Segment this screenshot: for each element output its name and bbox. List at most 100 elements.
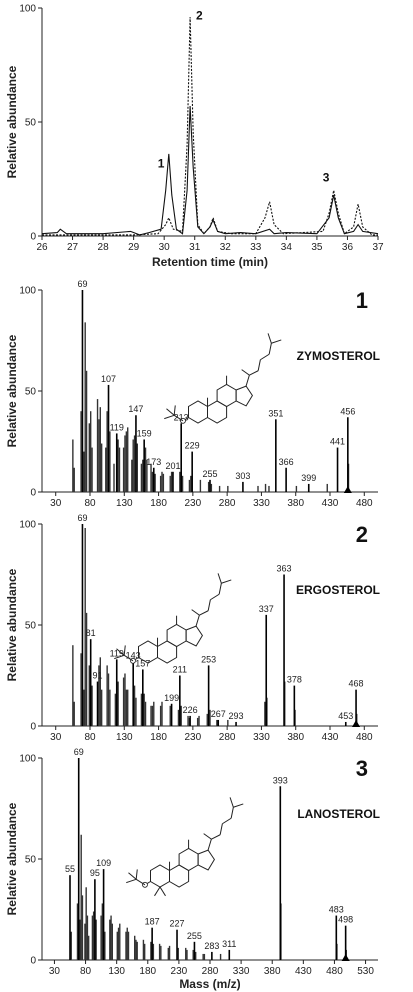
peak-number-label: 2: [196, 8, 203, 22]
ring-c-shape: [216, 383, 237, 408]
y-tick-label: 0: [30, 232, 36, 243]
x-axis-label: Mass (m/z): [179, 977, 240, 991]
x-tick-label: 230: [185, 498, 202, 509]
peak-mz-label: 483: [329, 905, 344, 915]
side-chain-bond: [219, 823, 223, 835]
ring-d-shape: [197, 849, 215, 871]
x-tick-label: 28: [98, 242, 110, 253]
peak-mz-label: 267: [211, 709, 226, 719]
peak-mz-label: 498: [338, 915, 353, 925]
x-tick-label: 180: [139, 966, 156, 977]
peak-mz-label: 109: [96, 858, 111, 868]
y-axis-label: Relative abundance: [5, 802, 19, 915]
panel-number: 2: [356, 522, 368, 547]
si-methyl-bond: [123, 645, 126, 656]
series-line-solid: [41, 105, 379, 236]
peak-mz-label: 147: [128, 404, 143, 414]
peak-mz-label: 456: [340, 406, 355, 416]
peak-mz-label: 187: [145, 917, 160, 927]
side-chain-bond: [267, 333, 272, 344]
peak-mz-label: 91: [93, 671, 103, 681]
y-axis-label: Relative abundance: [5, 568, 19, 681]
x-tick-label: 80: [84, 732, 96, 743]
x-tick-label: 30: [50, 498, 62, 509]
mass-spectrum-panel-1: 30 80 130 180 230 280 330 380 430 480 0 50 100 Relati…: [5, 279, 380, 509]
x-tick-label: 230: [171, 966, 188, 977]
peak-mz-label: 378: [287, 675, 302, 685]
peak-mz-label: 255: [202, 469, 217, 479]
side-chain-bond: [199, 610, 209, 616]
peak-mz-label: 351: [268, 408, 283, 418]
compound-name: ZYMOSTEROL: [297, 349, 380, 363]
y-tick-label: 100: [19, 754, 36, 765]
x-tick-label: 80: [84, 498, 96, 509]
molecule-structure: [114, 573, 232, 664]
si-methyl-bond: [116, 648, 125, 656]
series-line-dotted: [42, 17, 378, 236]
y-axis-label: Relative abundance: [5, 334, 19, 447]
x-tick-label: 430: [322, 732, 339, 743]
side-chain-bond: [230, 807, 234, 819]
side-chain-bond: [207, 839, 212, 851]
x-tick-label: 34: [281, 242, 293, 253]
peak-mz-label: 293: [229, 711, 244, 721]
peak-mz-label: 283: [204, 941, 219, 951]
peak-mz-label: 95: [90, 868, 100, 878]
peak-mz-label: 227: [170, 919, 185, 929]
side-chain-bond: [268, 343, 272, 355]
si-methyl-bond: [135, 869, 138, 880]
peak-mz-label: 303: [235, 471, 250, 481]
x-tick-label: 380: [264, 966, 281, 977]
side-chain-bond: [218, 583, 222, 595]
side-chain-bond: [241, 369, 250, 376]
y-tick-label: 100: [19, 520, 36, 531]
side-chain-bond: [260, 353, 270, 361]
ring-c-shape: [166, 623, 187, 648]
si-methyl-bond: [164, 414, 175, 420]
y-tick-label: 100: [19, 4, 36, 15]
molecule-structure: [164, 333, 282, 424]
mass-spectrum-panel-3: 30 80 130 180 230 280 330 380 430 480 530 0 50 100 Rel…: [5, 747, 380, 991]
peak-mz-label: 69: [77, 279, 87, 289]
side-chain-bond: [195, 615, 200, 627]
y-tick-label: 50: [25, 621, 37, 632]
peak-mz-label: 173: [146, 457, 161, 467]
peak-mz-label: 201: [165, 461, 180, 471]
peak-mz-label: 211: [173, 665, 187, 675]
si-bond: [135, 878, 146, 886]
x-tick-label: 430: [295, 966, 312, 977]
peak-mz-label: 337: [259, 604, 274, 614]
side-chain-bond: [191, 609, 200, 616]
peak-mz-label: 69: [74, 747, 84, 757]
side-chain-bond: [249, 370, 259, 376]
x-tick-label: 36: [342, 242, 354, 253]
si-methyl-bond: [128, 872, 137, 880]
x-tick-label: 27: [67, 242, 79, 253]
peak-mz-label: 441: [330, 437, 345, 447]
peak-mz-label: 199: [164, 693, 179, 703]
peak-mz-label: 393: [273, 775, 288, 785]
x-tick-label: 480: [356, 732, 373, 743]
side-chain-bond: [222, 817, 232, 825]
peak-mz-label: 311: [222, 939, 236, 949]
peak-mz-label: 453: [338, 711, 353, 721]
si-methyl-bond: [173, 405, 176, 416]
x-tick-label: 130: [108, 966, 125, 977]
si-methyl-bond: [114, 654, 125, 660]
y-tick-label: 50: [25, 387, 37, 398]
si-bond: [123, 654, 134, 662]
x-tick-label: 230: [185, 732, 202, 743]
ring-a-shape: [150, 864, 170, 888]
x-tick-label: 430: [322, 498, 339, 509]
x-tick-label: 32: [220, 242, 232, 253]
x-tick-label: 33: [250, 242, 262, 253]
peak-mz-label: 363: [277, 564, 292, 574]
y-tick-label: 0: [30, 722, 36, 733]
si-methyl-bond: [126, 878, 137, 884]
peak-mz-label: 366: [279, 457, 294, 467]
x-tick-label: 280: [219, 498, 236, 509]
side-chain-bond: [217, 573, 222, 584]
side-chain-bond: [221, 579, 232, 584]
x-tick-label: 29: [128, 242, 140, 253]
